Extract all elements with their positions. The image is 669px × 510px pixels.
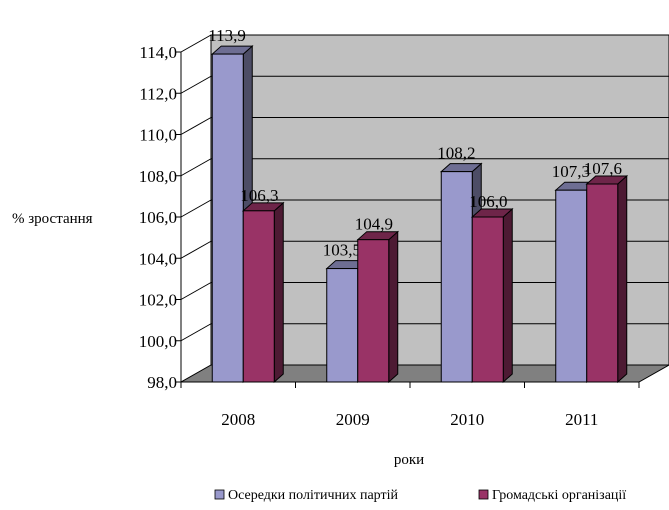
bar-front (211, 53, 244, 383)
data-label: 103,5 (323, 241, 361, 260)
data-label: 108,2 (437, 144, 475, 163)
y-tick-label: 104,0 (139, 249, 177, 268)
y-axis-label: % зростання (12, 211, 93, 227)
data-label: 107,3 (552, 162, 590, 181)
x-axis-label: роки (394, 452, 424, 468)
y-tick-label: 112,0 (139, 84, 177, 103)
y-tick-label: 110,0 (139, 126, 177, 145)
legend-swatch-series-2 (478, 489, 489, 500)
bar-2-2009 (356, 230, 400, 384)
data-label: 106,0 (469, 192, 507, 211)
bar-front (326, 268, 359, 383)
bar-2-2008 (241, 201, 285, 384)
bar-front (555, 189, 588, 383)
bar-side (273, 201, 284, 384)
data-label: 106,3 (240, 186, 278, 205)
gridline-diagonal (180, 75, 212, 94)
y-tick-label: 100,0 (139, 332, 177, 351)
y-tick-label: 108,0 (139, 167, 177, 186)
gridline-diagonal (180, 323, 212, 342)
data-label: 107,6 (584, 159, 622, 178)
x-tick-label: 2009 (336, 410, 370, 429)
gridline-diagonal (180, 240, 212, 259)
bar-front (440, 171, 473, 383)
bar-2-2010 (470, 207, 514, 384)
legend-label-series-1: Осередки політичних партій (228, 488, 399, 503)
y-tick-label: 106,0 (139, 208, 177, 227)
bar-side (388, 230, 399, 384)
gridline-diagonal (180, 117, 212, 135)
x-tick-label: 2010 (450, 410, 484, 429)
y-tick-label: 114,0 (139, 43, 177, 62)
data-label: 104,9 (355, 215, 393, 234)
bar-side (502, 207, 513, 384)
legend: Осередки політичних партій Громадські ор… (214, 488, 626, 503)
x-tick-label: 2011 (565, 410, 598, 429)
y-tick-label: 98,0 (147, 373, 177, 392)
legend-label-series-2: Громадські організації (492, 488, 626, 503)
gridline-diagonal (180, 282, 212, 300)
y-tick-label: 102,0 (139, 291, 177, 310)
gridline-diagonal (180, 34, 212, 53)
bar-side (617, 174, 628, 384)
bar-front (242, 210, 275, 383)
x-tick-label: 2008 (221, 410, 255, 429)
gridline-diagonal (180, 158, 212, 177)
bar-front (357, 239, 390, 383)
bar-2-2011 (585, 174, 629, 384)
data-label: 113,9 (208, 26, 246, 45)
legend-swatch-series-1 (214, 489, 225, 500)
bar-front (586, 183, 619, 383)
gridline-diagonal (180, 199, 212, 218)
bar-front (471, 216, 504, 383)
